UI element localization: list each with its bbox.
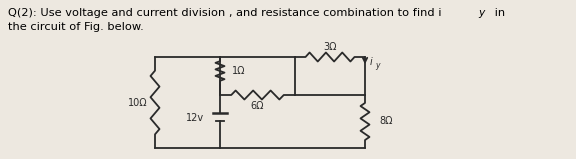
Text: the circuit of Fig. below.: the circuit of Fig. below. <box>8 22 144 32</box>
Text: y: y <box>375 61 380 69</box>
Text: 12v: 12v <box>186 113 204 123</box>
Text: in: in <box>491 8 505 18</box>
Text: 10Ω: 10Ω <box>128 97 148 107</box>
Text: y: y <box>478 8 484 18</box>
Text: 3Ω: 3Ω <box>323 42 337 52</box>
Text: Q(2): Use voltage and current division , and resistance combination to find i: Q(2): Use voltage and current division ,… <box>8 8 441 18</box>
Text: i: i <box>370 57 373 67</box>
Text: 6Ω: 6Ω <box>251 101 264 111</box>
Text: 8Ω: 8Ω <box>379 117 392 127</box>
Text: 1Ω: 1Ω <box>232 66 245 76</box>
